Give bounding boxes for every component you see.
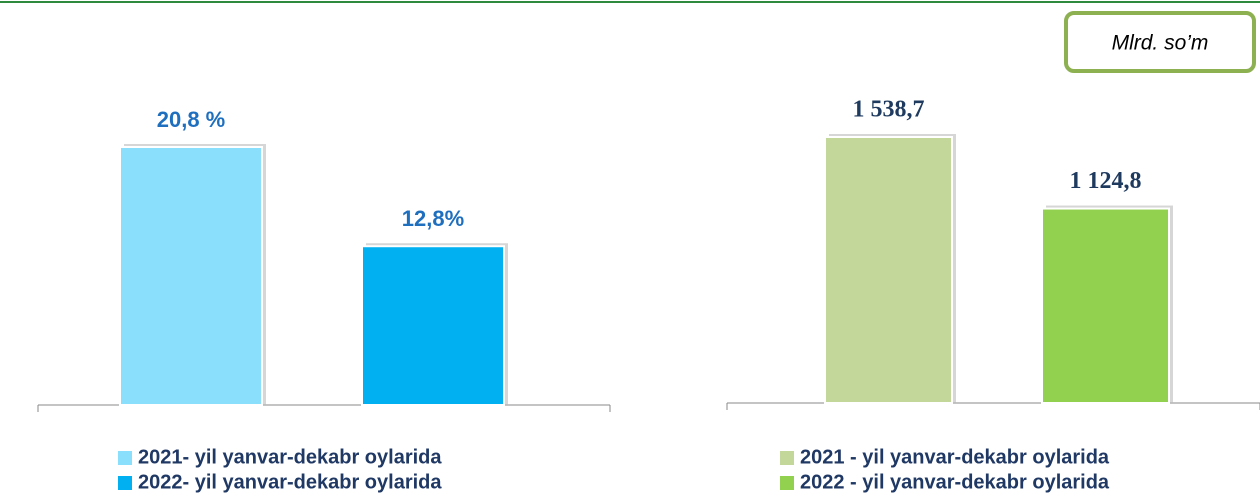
bar <box>361 245 505 406</box>
legend-label: 2022- yil yanvar-dekabr oylarida <box>138 471 442 493</box>
bar <box>824 136 953 404</box>
bar <box>119 146 263 406</box>
legend-swatch <box>780 451 794 465</box>
value-label: 1 538,7 <box>853 97 925 123</box>
legend-swatch <box>118 476 132 490</box>
unit-label: Mlrd. so’m <box>1112 32 1209 55</box>
value-label: 1 124,8 <box>1070 168 1142 194</box>
value-label: 12,8% <box>402 206 464 231</box>
legend-label: 2022 - yil yanvar-dekabr oylarida <box>800 471 1110 493</box>
value-label: 20,8 % <box>157 107 226 132</box>
legend-label: 2021- yil yanvar-dekabr oylarida <box>138 446 442 468</box>
unit-box <box>1064 11 1256 73</box>
legend-swatch <box>780 476 794 490</box>
legend-swatch <box>118 451 132 465</box>
bar <box>1041 207 1170 404</box>
legend-label: 2021 - yil yanvar-dekabr oylarida <box>800 446 1110 468</box>
